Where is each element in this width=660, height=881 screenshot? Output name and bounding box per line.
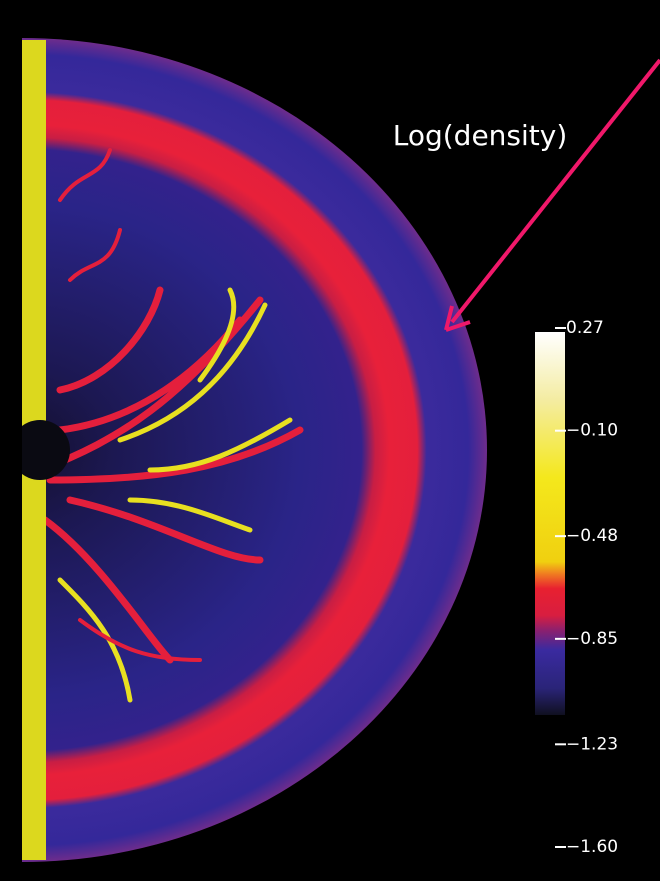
tick-label: −0.48 — [566, 526, 618, 546]
page: Log(density) 0.27 −0.10 −0.48 −0.85 −1.23 −1.… — [0, 0, 660, 881]
tick-label: −0.85 — [566, 629, 618, 649]
tick-label: 0.27 — [566, 318, 604, 338]
simulation-image — [0, 38, 487, 862]
tick-label: −1.60 — [566, 837, 618, 857]
figure: Log(density) 0.27 −0.10 −0.48 −0.85 −1.23 −1.… — [0, 0, 660, 881]
tick-label: −0.10 — [566, 421, 618, 441]
colorbar — [535, 332, 565, 715]
arrow — [452, 60, 660, 322]
annotation: Log(density) — [393, 119, 568, 152]
tick-label: −1.23 — [566, 734, 618, 754]
